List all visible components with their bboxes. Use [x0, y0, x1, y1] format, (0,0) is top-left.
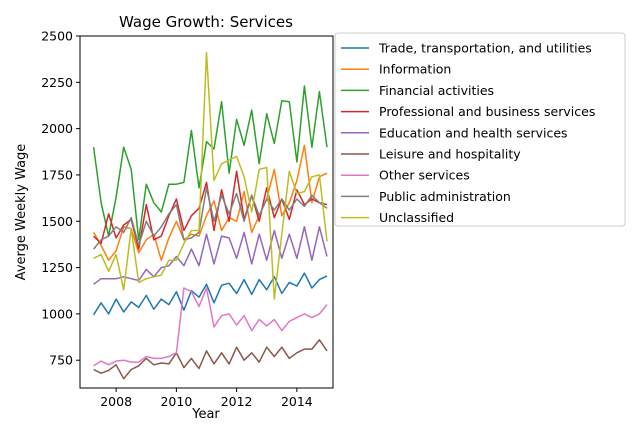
legend-entry-label: Public administration [379, 189, 511, 204]
legend-entry-label: Professional and business services [379, 104, 595, 119]
series-line-6 [93, 339, 328, 380]
x-tick-label: 2012 [221, 394, 253, 409]
y-axis: 750 1000 1250 1500 1750 2000 2250 2500 [41, 29, 80, 368]
x-axis: 2008 2010 2012 2014 [100, 388, 313, 409]
series-lines [92, 51, 328, 380]
legend-frame [334, 32, 626, 227]
x-tick-label: 2010 [160, 394, 192, 409]
chart-title: Wage Growth: Services [119, 13, 293, 31]
plot-area-frame [79, 35, 334, 389]
legend-entry-label: Trade, transportation, and utilities [378, 41, 592, 56]
y-tick-label: 2000 [41, 121, 73, 136]
legend-entry-label: Other services [379, 168, 470, 183]
x-tick-label: 2008 [100, 394, 132, 409]
legend-entry-label: Unclassified [379, 210, 454, 225]
series-line-3 [92, 85, 328, 241]
legend-entry-label: Information [379, 62, 451, 77]
x-tick-label: 2014 [281, 394, 313, 409]
series-line-4 [93, 170, 328, 250]
legend-entry-label: Financial activities [379, 83, 494, 98]
y-tick-label: 1500 [41, 214, 73, 229]
series-line-5 [93, 226, 328, 285]
y-tick-label: 750 [49, 353, 73, 368]
series-line-9 [93, 51, 328, 300]
y-tick-label: 2500 [41, 29, 73, 44]
legend: Trade, transportation, and utilities Info… [334, 32, 626, 227]
y-tick-label: 1000 [41, 306, 73, 321]
x-axis-label: Year [191, 407, 220, 422]
y-axis-label: Averge Weekly Wage [14, 144, 29, 281]
series-line-1 [92, 272, 328, 316]
series-line-8 [93, 187, 328, 250]
y-tick-label: 2250 [41, 75, 73, 90]
y-tick-label: 1750 [41, 167, 73, 182]
legend-entry-label: Education and health services [379, 125, 568, 140]
series-line-7 [93, 287, 328, 367]
y-tick-label: 1250 [41, 260, 73, 275]
legend-entry-label: Leisure and hospitality [379, 147, 521, 162]
